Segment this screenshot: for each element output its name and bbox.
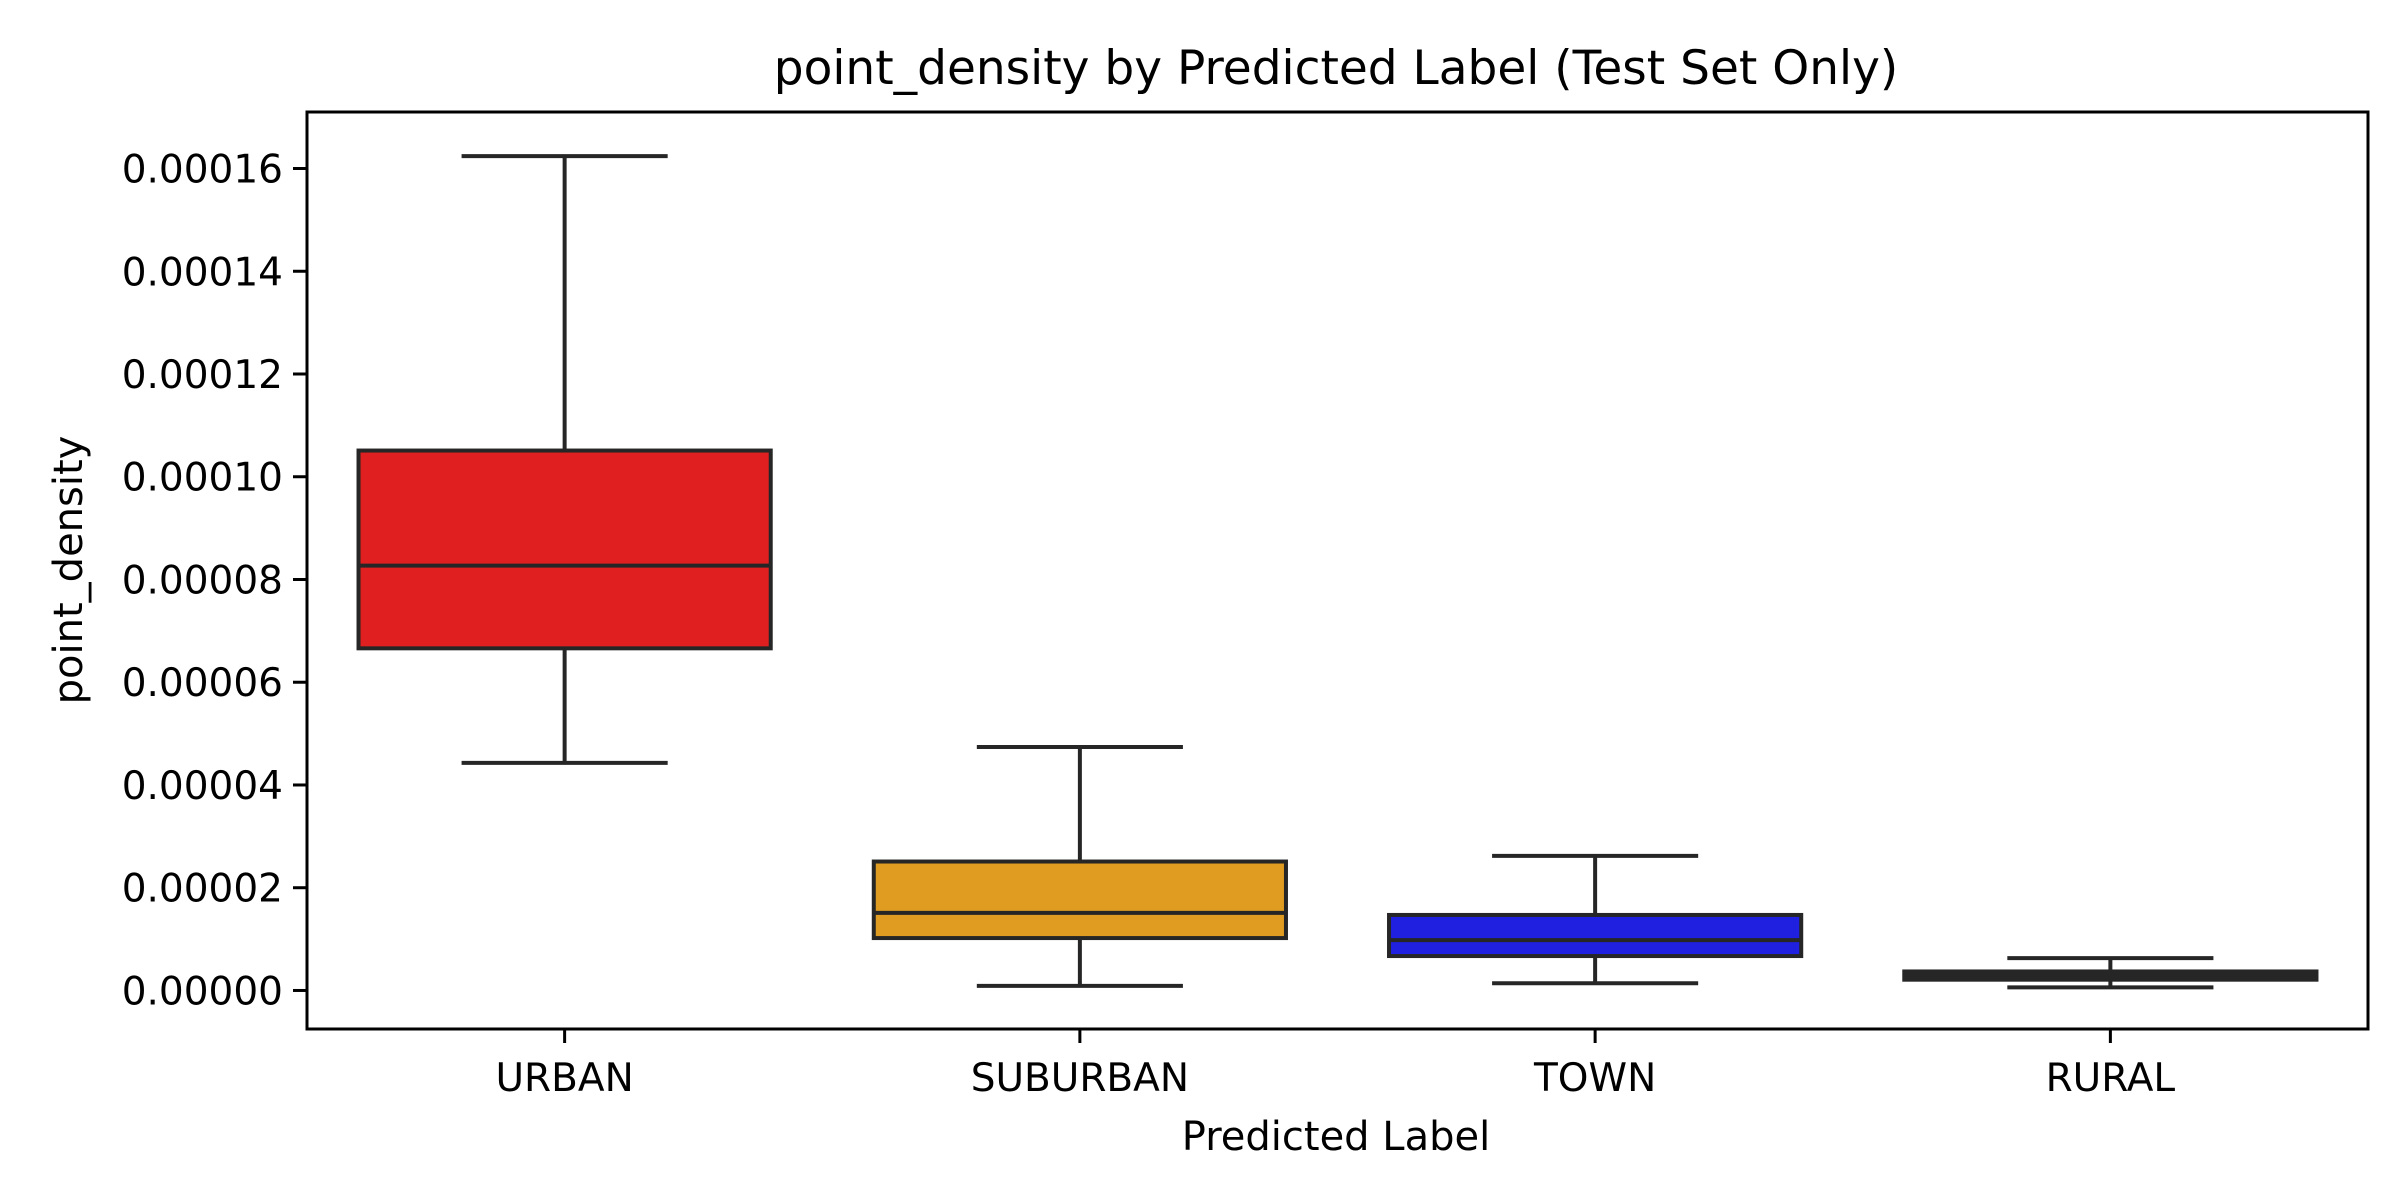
x-tick-label: TOWN [1533,1056,1656,1101]
y-tick-label: 0.00006 [122,661,283,706]
plot-frame [305,110,2370,1031]
box-urban [356,448,773,651]
y-tick-label: 0.00012 [122,353,283,398]
y-tick-label: 0.00002 [122,867,283,912]
box-suburban [871,859,1288,941]
y-tick-label: 0.00008 [122,558,283,603]
y-tick-label: 0.00000 [122,969,283,1014]
plot-area: 0.00000 0.00002 0.00004 0.00006 0.00008 0.000… [122,148,2319,1101]
y-axis-label: point_density [46,436,92,705]
x-tick-label: URBAN [495,1056,633,1101]
y-tick-label: 0.00014 [122,250,283,295]
x-tick-label: SUBURBAN [971,1056,1189,1101]
chart-title: point_density by Predicted Label (Test S… [774,41,1898,96]
x-tick-label: RURAL [2046,1056,2176,1101]
x-axis-label: Predicted Label [1182,1114,1490,1160]
y-tick-label: 0.00004 [122,764,283,809]
y-tick-label: 0.00016 [122,148,283,193]
box-town [1387,912,1804,959]
y-tick-label: 0.00010 [122,456,283,501]
